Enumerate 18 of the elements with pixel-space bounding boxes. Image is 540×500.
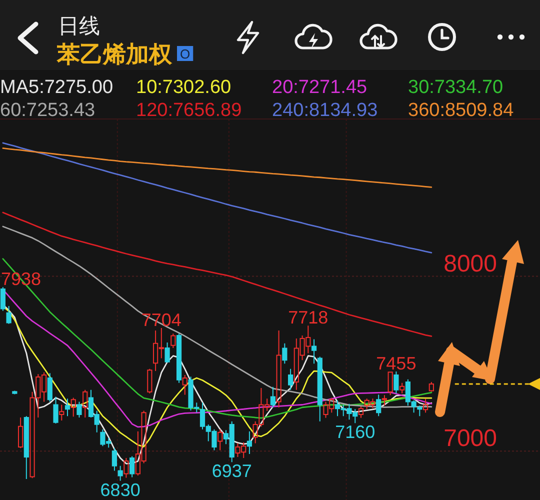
text: O <box>180 46 190 62</box>
text: 120:7656.89 <box>136 100 242 121</box>
text: 10:7302.60 <box>136 77 232 98</box>
chart-subtitle: 日线 <box>58 15 100 38</box>
annotation: 7455 <box>376 354 416 374</box>
text: MA5:7275.00 <box>0 77 114 98</box>
y-tick-label: 7000 <box>444 425 497 452</box>
annotation: 7160 <box>335 422 376 442</box>
annotation: 7718 <box>288 308 328 328</box>
text: 240:8134.93 <box>272 100 378 121</box>
annotation: 6830 <box>100 480 140 500</box>
text: 360:8509.84 <box>408 100 514 121</box>
chart-title: 苯乙烯加权 <box>56 41 173 67</box>
annotation: 6937 <box>212 461 252 482</box>
text: 30:7334.70 <box>408 77 504 98</box>
text: 20:7271.45 <box>272 77 368 98</box>
y-tick-label: 8000 <box>444 250 497 278</box>
text: 60:7253.43 <box>0 100 96 121</box>
